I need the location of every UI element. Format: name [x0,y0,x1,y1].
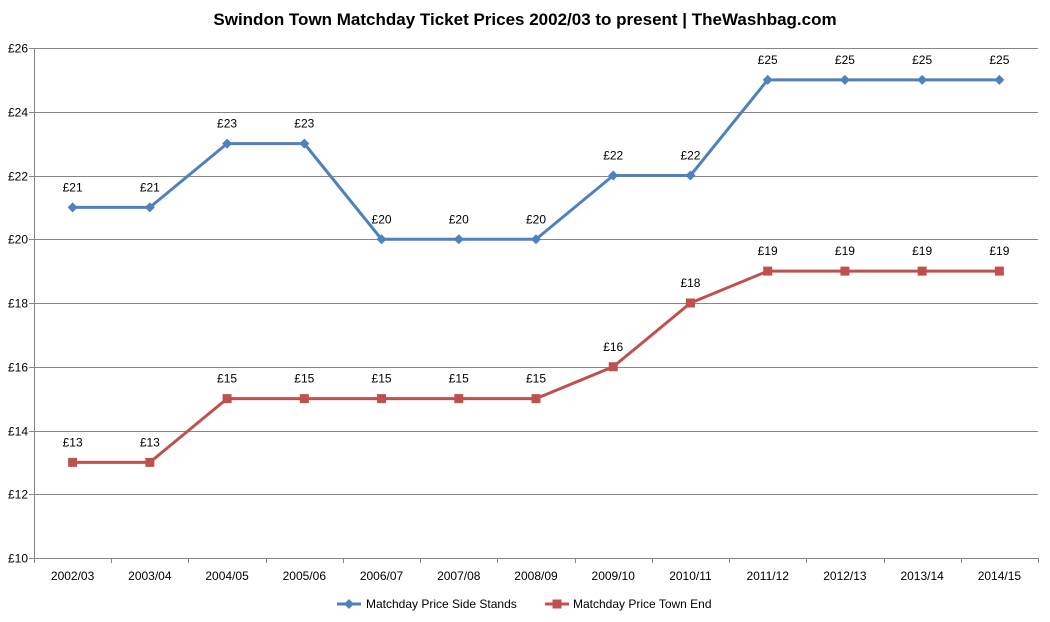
y-tick-label: £14 [8,425,28,439]
data-point [917,266,927,276]
series-group: £21 £21£23 £23£20 £20 £20£22 £22£25 £25 £25 £25£… [63,53,1010,467]
x-tick-label: 2012/13 [823,569,867,583]
data-point [299,138,310,149]
x-tick-label: 2006/07 [360,569,404,583]
legend-marker [344,599,354,609]
data-label: £15 [217,372,237,386]
data-label: £25 [912,53,932,67]
data-point [840,266,850,276]
data-label: £13 [140,435,160,449]
data-label: £25 [758,53,778,67]
data-label: £19 [912,244,932,258]
data-point [994,266,1004,276]
y-tick-label: £22 [8,170,28,184]
data-point [222,138,233,149]
data-label: £20 [372,212,392,226]
data-label: £21 [140,180,160,194]
data-point [377,394,387,404]
y-tick-label: £12 [8,488,28,502]
x-tick-label: 2007/08 [437,569,481,583]
data-point [68,457,78,467]
data-point [608,170,619,181]
data-point [376,234,387,245]
data-label: £20 [449,212,469,226]
data-label: £22 [680,149,700,163]
series-town-end: £13 £13 £15 £15 £15 £15 £15 £16 £18 £19 £19 £19 £19 [63,244,1010,467]
legend-label: Matchday Price Town End [573,597,712,611]
series-line [71,269,1001,464]
data-point [685,170,696,181]
data-label: £15 [526,372,546,386]
x-tick-label: 2014/15 [978,569,1022,583]
data-point [222,394,232,404]
data-label: £18 [680,276,700,290]
series-side-stands: £21 £21 £23 £23 £20 £20 £20 £22 £22 £25 £25 £25 £25 [63,53,1010,245]
data-label: £19 [835,244,855,258]
data-point [839,74,850,85]
x-tick-label: 2002/03 [51,569,95,583]
x-tick-label: 2009/10 [592,569,636,583]
data-point [453,234,464,245]
gridlines [34,48,1038,559]
x-tick-label: 2003/04 [128,569,172,583]
legend-label: Matchday Price Side Stands [366,597,517,611]
data-label: £21 [63,180,83,194]
x-tick-label: 2010/11 [669,569,712,583]
data-point [763,266,773,276]
data-label: £16 [603,340,623,354]
data-label: £22 [603,149,623,163]
y-tick-label: £20 [8,233,28,247]
data-point [685,298,695,308]
chart-title: Swindon Town Matchday Ticket Prices 2002… [213,10,836,29]
y-tick-label: £18 [8,297,28,311]
x-tick-label: 2008/09 [514,569,558,583]
data-label: £25 [989,53,1009,67]
data-label: £23 [217,117,237,131]
x-tick-label: 2004/05 [205,569,249,583]
data-label: £25 [835,53,855,67]
data-point [917,74,928,85]
data-point [531,394,541,404]
data-point [608,362,618,372]
data-point [454,394,464,404]
x-axis: 2002/03 2003/04 2004/05 2005/06 2006/07 2007/… [34,558,1039,583]
data-point [67,202,78,213]
y-tick-label: £16 [8,361,28,375]
y-axis: £10 £12 £14 £16 £18 £20 £22 £24 £26 [8,42,35,566]
legend-item: Matchday Price Town End [545,597,712,611]
data-label: £15 [449,372,469,386]
data-label: £19 [989,244,1009,258]
data-point [145,457,155,467]
y-tick-label: £24 [8,106,28,120]
data-label: £20 [526,212,546,226]
data-point [531,234,541,245]
data-label: £23 [294,117,314,131]
data-label: £15 [294,372,314,386]
x-tick-label: 2013/14 [900,569,944,583]
data-label: £15 [372,372,392,386]
data-point [994,74,1005,85]
data-point [144,202,155,213]
y-tick-label: £26 [8,42,28,56]
data-point [299,394,309,404]
legend-marker [552,599,562,609]
y-tick-label: £10 [8,552,28,566]
data-label: £19 [758,244,778,258]
data-point [762,74,773,85]
x-tick-label: 2011/12 [746,569,789,583]
legend: Matchday Price Side Stands Matchday Price… [337,597,712,611]
data-label: £13 [63,435,83,449]
x-tick-label: 2005/06 [283,569,327,583]
legend-item: Matchday Price Side Stands [337,597,517,611]
